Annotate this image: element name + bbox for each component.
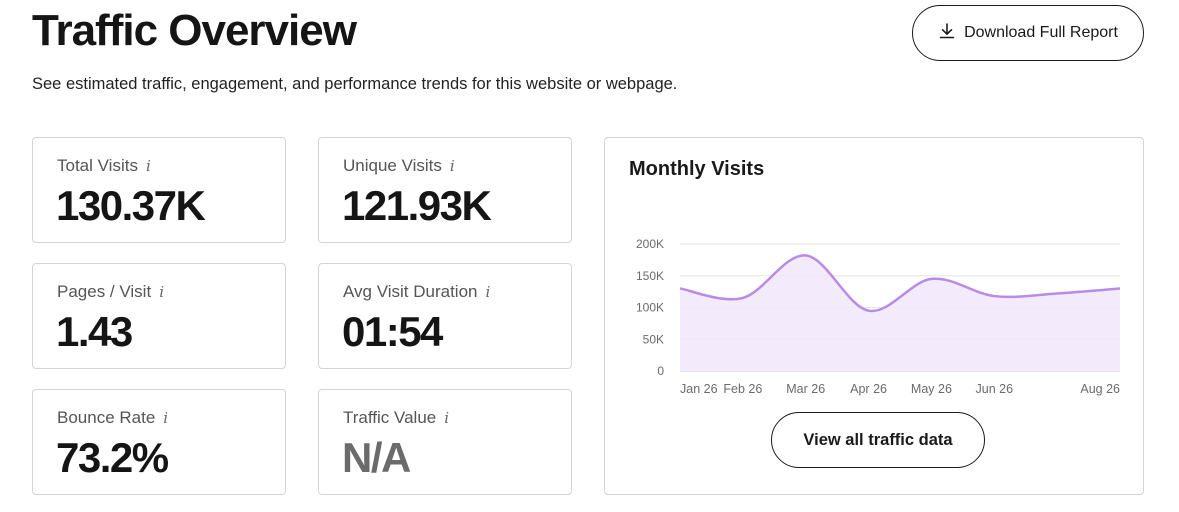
metric-value: 130.37K: [56, 182, 206, 229]
visits-series-line: [679, 254, 1121, 313]
metric-label: Bounce Rate: [57, 408, 156, 427]
info-icon[interactable]: i: [485, 283, 491, 301]
metric-card-unique-visits: Unique Visits i 121.93K: [318, 137, 572, 243]
y-tick-label: 150K: [636, 269, 664, 283]
info-icon[interactable]: i: [163, 409, 169, 427]
x-tick-label: Aug 26: [1080, 382, 1120, 396]
metric-value: 73.2%: [56, 434, 169, 481]
info-icon[interactable]: i: [145, 157, 151, 175]
metric-label: Avg Visit Duration: [343, 282, 478, 301]
info-icon[interactable]: i: [444, 409, 450, 427]
download-report-label: Download Full Report: [964, 24, 1118, 41]
y-tick-label: 100K: [636, 301, 664, 315]
info-icon[interactable]: i: [449, 157, 455, 175]
x-tick-label: Apr 26: [850, 382, 887, 396]
metric-card-bounce-rate: Bounce Rate i 73.2%: [32, 389, 286, 495]
metric-card-pages-per-visit: Pages / Visit i 1.43: [32, 263, 286, 369]
metric-label: Pages / Visit: [57, 282, 152, 301]
metric-value: N/A: [342, 434, 411, 481]
metric-label: Total Visits: [57, 156, 138, 175]
y-tick-label: 50K: [643, 332, 664, 346]
monthly-visits-card: Monthly Visits 0 50K 100K 150K 200K Jan 26 Feb…: [604, 137, 1144, 495]
metric-card-traffic-value: Traffic Value i N/A: [318, 389, 572, 495]
y-tick-label: 200K: [636, 237, 664, 251]
monthly-visits-chart: 0 50K 100K 150K 200K Jan 26 Feb 26 Mar 26 Apr 26…: [636, 237, 1121, 396]
x-tick-label: Mar 26: [786, 382, 825, 396]
chart-title: Monthly Visits: [629, 158, 765, 180]
x-tick-label: Jan 26: [680, 382, 718, 396]
metric-value: 01:54: [342, 308, 443, 355]
x-tick-label: May 26: [911, 382, 952, 396]
download-icon: [938, 22, 956, 45]
y-tick-label: 0: [657, 364, 664, 378]
metric-card-avg-visit-duration: Avg Visit Duration i 01:54: [318, 263, 572, 369]
metric-value: 121.93K: [342, 182, 492, 229]
download-report-button[interactable]: Download Full Report: [912, 5, 1144, 61]
metric-card-total-visits: Total Visits i 130.37K: [32, 137, 286, 243]
metric-label: Traffic Value: [343, 408, 437, 427]
view-all-traffic-button[interactable]: View all traffic data: [771, 412, 985, 468]
page-subtitle: See estimated traffic, engagement, and p…: [32, 75, 678, 93]
visits-area-fill: [680, 255, 1120, 371]
metric-label: Unique Visits: [343, 156, 442, 175]
page-title: Traffic Overview: [32, 6, 357, 55]
info-icon[interactable]: i: [159, 283, 164, 301]
metric-value: 1.43: [56, 308, 133, 355]
x-tick-label: Jun 26: [976, 382, 1014, 396]
x-tick-label: Feb 26: [723, 382, 762, 396]
